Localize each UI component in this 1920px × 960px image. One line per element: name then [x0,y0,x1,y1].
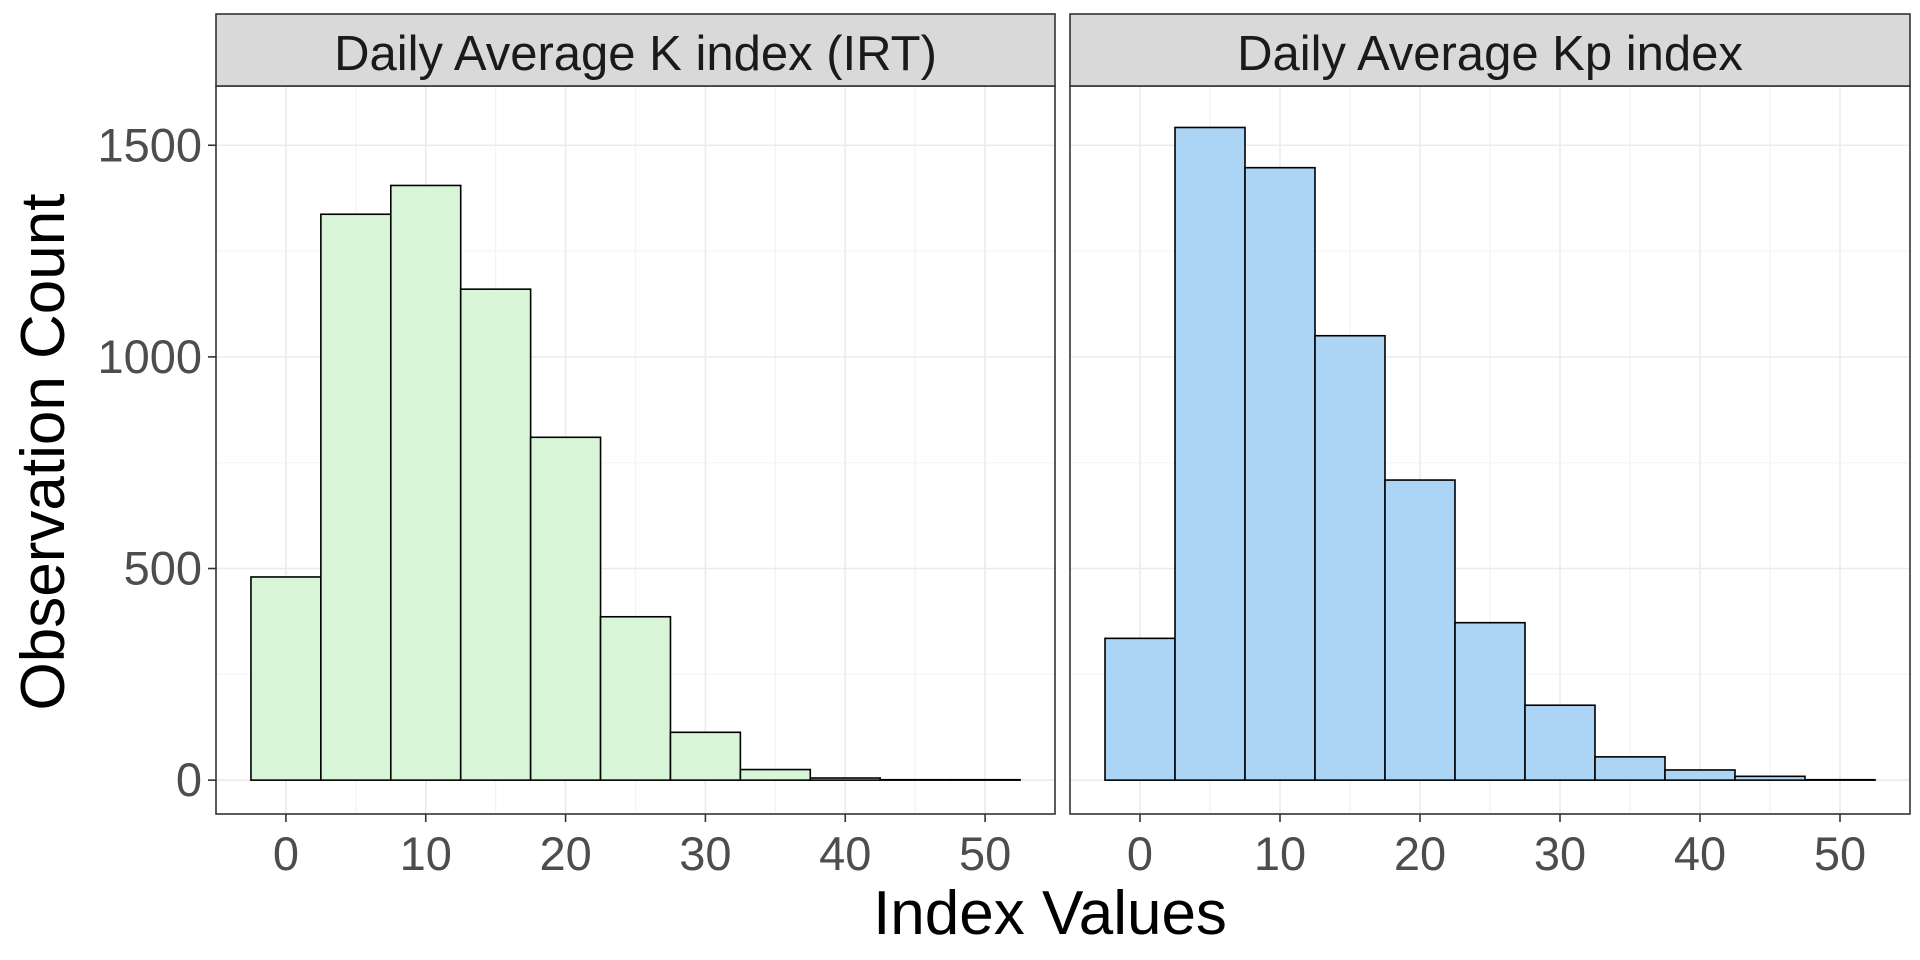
x-tick-label: 20 [1394,827,1446,880]
histogram-bar [669,731,742,781]
histogram-bar [599,615,672,781]
y-axis-title: Observation Count [9,194,78,711]
y-axis: 0 500 1000 1500 [97,118,216,806]
histogram-bar [1734,775,1806,781]
x-tick-label: 40 [1674,827,1726,880]
y-tick-label: 500 [124,542,202,595]
histogram-bar [809,777,882,781]
histogram-bar [1384,479,1456,781]
y-tick-label: 0 [176,753,202,806]
facet-panels: Daily Average K index (IRT)0 10 20 30 40 50Da… [215,13,1911,880]
x-tick-label: 50 [1814,827,1866,880]
histogram-bar [1594,756,1666,781]
x-axis-title: Index Values [873,879,1227,948]
y-tick-label: 1500 [97,118,202,171]
x-tick-label: 50 [959,827,1011,880]
facet-strip [215,13,1056,87]
histogram-bar [320,213,392,781]
y-tick-label: 1000 [97,330,202,383]
histogram-bar [459,288,532,781]
facet-title: Daily Average Kp index [1237,27,1743,81]
histogram-bar [1524,704,1596,781]
histogram-bar [389,184,462,781]
facet-panel-1: Daily Average K index (IRT) 0 10 20 30 40 50 [215,13,1056,880]
x-tick-label: 20 [539,827,591,880]
x-tick-label: 40 [819,827,871,880]
histogram-bar [1664,769,1736,781]
x-tick-label: 0 [273,827,299,880]
histogram-bar [739,768,812,781]
histogram-bar [1174,126,1246,781]
histogram-bar [1244,166,1316,781]
x-tick-label: 10 [1254,827,1306,880]
x-tick-label: 30 [1534,827,1586,880]
histogram-bar [250,576,322,781]
facet-strip [1069,13,1911,87]
facet-title: Daily Average K index (IRT) [334,27,937,81]
histogram-bar [1454,621,1526,781]
x-tick-label: 0 [1127,827,1153,880]
x-tick-label: 10 [400,827,452,880]
x-tick-label: 30 [679,827,731,880]
histogram-bar [1104,637,1176,781]
facet-panel-2: Daily Average Kp index 0 10 20 30 40 50 [1069,13,1911,880]
histogram-bar [1314,334,1386,781]
histogram-bar [529,436,602,781]
